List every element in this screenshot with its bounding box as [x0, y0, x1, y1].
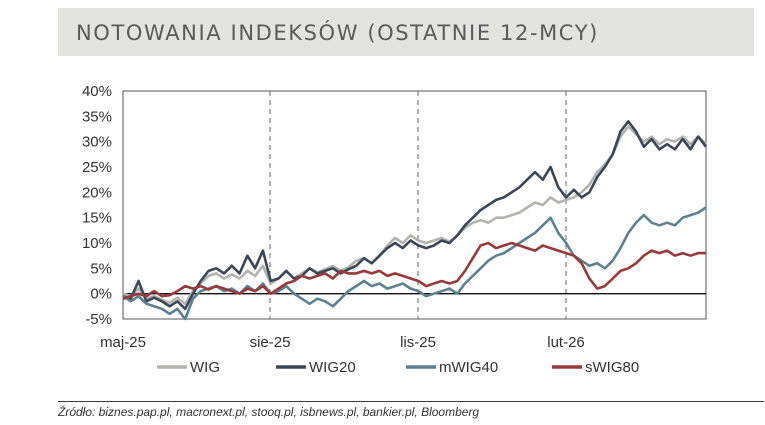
x-tick-label: sie-25	[250, 334, 291, 351]
y-tick-label: 5%	[90, 260, 112, 277]
series-line-mwig40	[122, 206, 707, 321]
y-tick-label: 35%	[82, 108, 112, 125]
legend-layer: WIG WIG20 mWIG40 sWIG80	[157, 359, 639, 376]
x-tick-label: lut-26	[547, 334, 585, 351]
chart-title: NOTOWANIA INDEKSÓW (OSTATNIE 12-MCY)	[76, 21, 599, 45]
legend-label: mWIG40	[439, 359, 498, 376]
series-layer	[122, 120, 708, 321]
legend-label: WIG20	[309, 359, 356, 376]
x-tick-label: maj-25	[100, 334, 146, 351]
y-tick-label: 40%	[82, 83, 112, 100]
source-divider	[58, 401, 764, 402]
series-line-wig	[122, 125, 707, 306]
legend-label: sWIG80	[585, 359, 639, 376]
source-note: Źródło: biznes.pap.pl, macronext.pl, sto…	[58, 405, 480, 419]
y-tick-label: 30%	[82, 134, 112, 151]
y-tick-label: -5%	[85, 311, 112, 328]
axis-layer: 40% 35% 30% 25% 20% 15% 10% 5% 0% -5% maj-25 sie-25…	[82, 83, 585, 351]
x-tick-label: lis-25	[400, 334, 436, 351]
legend-label: WIG	[190, 359, 220, 376]
plot-frame	[122, 90, 707, 320]
title-band: NOTOWANIA INDEKSÓW (OSTATNIE 12-MCY)	[58, 8, 754, 56]
y-tick-label: 20%	[82, 184, 112, 201]
series-line-swig80	[122, 241, 706, 300]
series-line-wig20	[122, 120, 708, 311]
y-tick-label: 15%	[82, 210, 112, 227]
grid-layer	[122, 90, 707, 320]
y-tick-label: 10%	[82, 235, 112, 252]
y-tick-label: 25%	[82, 159, 112, 176]
y-tick-label: 0%	[90, 286, 112, 303]
